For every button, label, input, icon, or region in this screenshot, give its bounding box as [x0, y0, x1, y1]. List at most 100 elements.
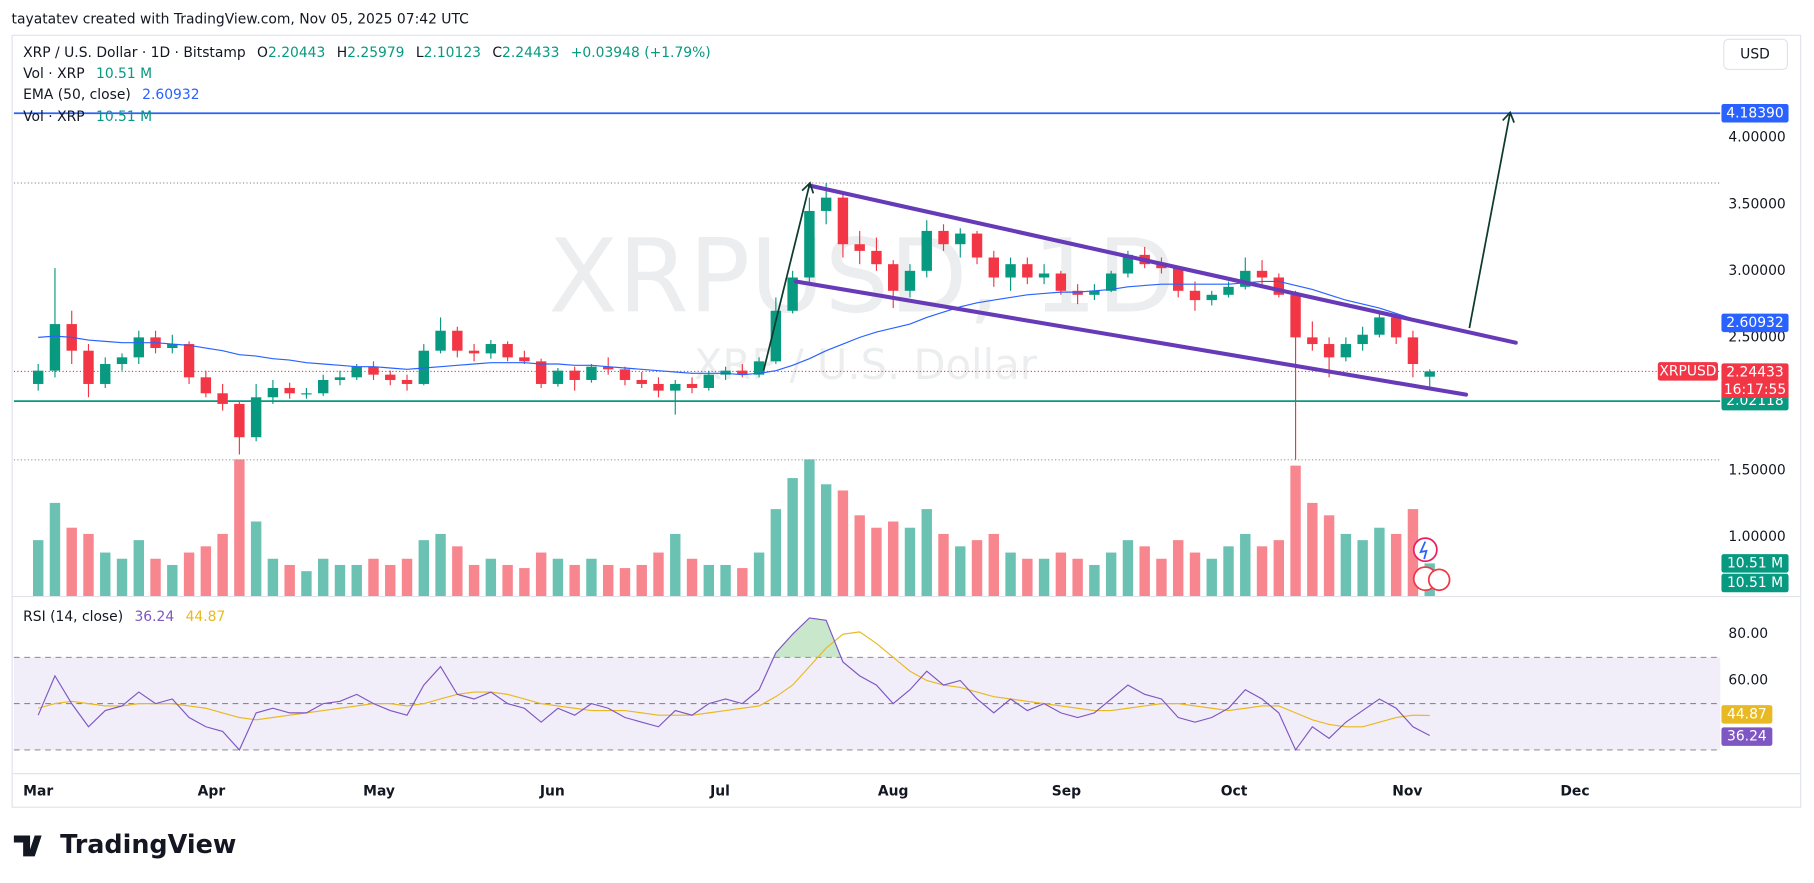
y-tick-label: 1.50000	[1728, 462, 1785, 478]
volume-layer	[32, 459, 1435, 596]
candle-body	[32, 370, 44, 384]
volume-bar	[519, 568, 530, 596]
icon[interactable]	[1412, 537, 1438, 563]
candle-body	[703, 374, 715, 388]
ohlc-value: 2.25979	[347, 45, 404, 61]
candle-body	[1357, 334, 1368, 345]
candle-body	[753, 361, 765, 375]
volume-name: Vol · XRP	[23, 109, 85, 125]
change: +0.03948 (+1.79%)	[571, 45, 711, 61]
volume-bar	[569, 564, 580, 596]
volume-bar	[1307, 502, 1318, 596]
candle-body	[1189, 290, 1201, 301]
candle-body	[116, 357, 128, 365]
legend-row: Vol · XRP 10.51 M	[23, 109, 152, 125]
volume-bar	[1189, 552, 1201, 596]
volume-bar	[100, 552, 111, 596]
logo-text: TradingView	[60, 830, 236, 860]
axis-layer: Mar Apr May Jun Jul Aug Sep Oct Nov Dec 1.00000 1.5…	[23, 104, 1789, 800]
volume-bar	[418, 540, 429, 596]
volume-bar	[1290, 465, 1301, 596]
volume-bar	[787, 478, 798, 596]
candle-body	[452, 330, 463, 351]
volume-bar	[401, 558, 413, 596]
volume-bar	[133, 540, 144, 596]
ohlc-value: 2.10123	[424, 45, 481, 61]
volume-bar	[1240, 533, 1251, 596]
rsi-ma-tag-box	[1721, 705, 1773, 724]
candle-body	[1156, 264, 1167, 269]
candle-body	[1290, 294, 1301, 338]
ohlc-key: O	[257, 45, 268, 61]
volume-bar	[1005, 552, 1016, 596]
candle-body	[217, 393, 228, 404]
currency[interactable]: USD	[1740, 46, 1770, 62]
volume-bar	[435, 533, 446, 596]
volume-bar	[837, 490, 849, 596]
candle-body	[636, 379, 647, 384]
candle-body	[468, 350, 480, 354]
tradingview-logo: TradingView	[13, 830, 236, 860]
candle-body	[1038, 273, 1050, 278]
icon-glyph	[1419, 541, 1428, 560]
legend-row: Vol · XRP 10.51 M	[23, 66, 152, 82]
volume-bar	[1139, 546, 1150, 596]
x-tick-label: Sep	[1052, 784, 1081, 800]
candle-body	[653, 383, 664, 391]
candle-body	[368, 366, 379, 375]
volume-bar	[753, 552, 765, 596]
volume-bar	[552, 558, 564, 596]
x-tick-label: May	[363, 784, 395, 800]
candle-body	[1240, 270, 1251, 287]
volume-bar	[368, 558, 379, 596]
volume-bar	[385, 564, 396, 596]
price-layer	[13, 110, 1721, 461]
rsi-ma-tag: 44.87	[1727, 706, 1767, 722]
volume-name: Vol · XRP	[23, 66, 85, 82]
volume-bar	[351, 564, 362, 596]
candle-body	[888, 264, 899, 291]
candle-body	[519, 357, 530, 362]
countdown: 16:17:55	[1724, 382, 1786, 398]
volume-bar	[200, 546, 212, 596]
candle-body	[1173, 268, 1184, 291]
candle-body	[334, 377, 346, 380]
volume-bar	[921, 509, 932, 596]
ema-name: EMA (50, close)	[23, 87, 131, 103]
volume-bar	[502, 564, 513, 596]
candle-body	[535, 361, 547, 384]
candle-body	[1223, 286, 1234, 295]
candle-body	[938, 230, 949, 245]
candle-body	[167, 344, 178, 349]
candle-body	[837, 197, 849, 245]
candle-body	[1323, 344, 1335, 358]
candle-body	[200, 377, 212, 394]
rsi-ma-value: 44.87	[186, 609, 226, 625]
volume-bar	[686, 558, 698, 596]
candle-body	[502, 344, 513, 358]
candle-body	[1089, 290, 1100, 295]
channel-line	[807, 183, 1518, 345]
watermark: XRPUSD, 1D	[548, 217, 1175, 336]
volume-bar	[670, 533, 681, 596]
y-tick-label: 3.00000	[1728, 263, 1785, 279]
candle-body	[1206, 294, 1217, 301]
candle-body	[737, 370, 748, 375]
volume-bar	[619, 568, 631, 596]
candle-body	[619, 369, 631, 380]
candle-body	[552, 370, 564, 384]
volume-bar	[955, 546, 966, 596]
y-tick-label: 3.50000	[1728, 196, 1785, 212]
volume-bar	[535, 552, 547, 596]
x-tick-label: Jul	[709, 784, 730, 800]
volume-bar	[770, 509, 782, 596]
currency-button[interactable]	[1723, 38, 1788, 71]
candle-body	[1307, 337, 1318, 345]
candle-body	[720, 370, 731, 375]
header-credit: tayatatev created with TradingView.com, …	[12, 12, 469, 28]
volume-bar	[1323, 515, 1335, 596]
icon[interactable]	[1427, 568, 1451, 592]
price-tag: 2.60932	[1726, 315, 1783, 331]
ohlc-value: 2.24433	[502, 45, 559, 61]
volume-bar	[1105, 552, 1117, 596]
